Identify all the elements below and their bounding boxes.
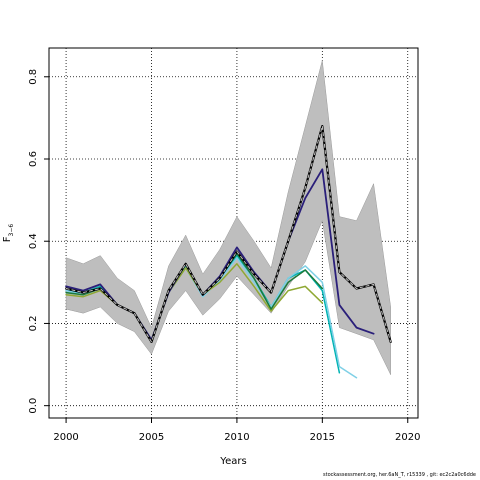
axes: 2000 2005 2010 2015 2020 0.0 0.2 0.4 0.6 0.8 xyxy=(28,69,420,443)
x-tick-label: 2000 xyxy=(53,432,78,443)
y-tick-label: 0.8 xyxy=(28,69,39,85)
x-tick-label: 2010 xyxy=(224,432,249,443)
y-tick-label: 0.2 xyxy=(28,315,39,331)
x-tick-label: 2015 xyxy=(310,432,335,443)
confidence-band-area xyxy=(65,60,391,375)
y-tick-label: 0.4 xyxy=(28,233,39,249)
y-axis-title: F3−6 xyxy=(2,224,15,243)
x-tick-label: 2005 xyxy=(139,432,164,443)
x-tick-label: 2020 xyxy=(395,432,420,443)
x-axis-title: Years xyxy=(219,456,246,467)
plot-frame xyxy=(48,47,419,419)
footer-credit: stockassessment.org, her.6aN_T, r15339 ,… xyxy=(323,472,476,478)
confidence-band xyxy=(65,60,391,375)
series-line-7 xyxy=(65,125,392,343)
y-axis-title-sub: 3−6 xyxy=(8,224,15,237)
y-axis-title-main: F xyxy=(2,236,13,242)
series-lines xyxy=(64,124,392,379)
y-tick-label: 0.6 xyxy=(28,151,39,167)
y-tick-label: 0.0 xyxy=(28,398,39,414)
